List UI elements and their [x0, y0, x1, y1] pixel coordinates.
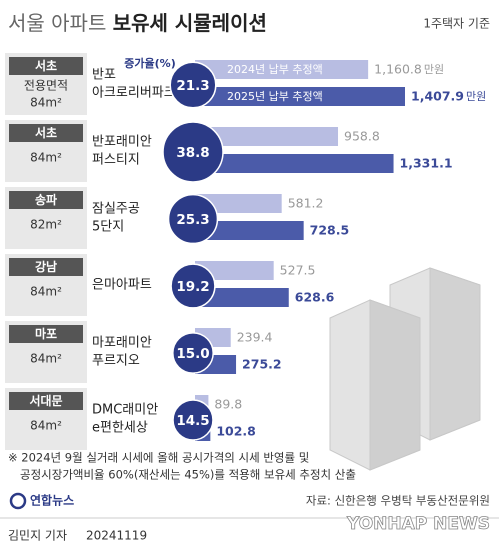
apartment-name: 퍼스티지	[92, 153, 140, 168]
value-label: 527.5	[280, 263, 316, 278]
district: 서초	[35, 58, 57, 73]
apartment-name: 아크로리버파크	[92, 86, 176, 101]
apartment-name: 은마아파트	[92, 278, 152, 293]
footnote: 공정시장가액비율 60%(재산세는 45%)를 적용해 보유세 추정치 산출	[20, 468, 356, 482]
title-bold: 보유세 시뮬레이션	[113, 11, 267, 35]
increase-circle	[167, 193, 219, 245]
value-label: 89.8	[214, 397, 242, 412]
value-label: 239.4	[237, 330, 273, 345]
apartment-name: 반포	[92, 68, 116, 83]
area: 84m²	[30, 419, 62, 433]
value-label: 958.8	[344, 129, 380, 144]
district-tag	[9, 124, 83, 142]
chart-title: 서울 아파트 보유세 시뮬레이션	[8, 11, 267, 35]
bar	[195, 288, 289, 307]
district: 강남	[35, 259, 57, 274]
subtitle: 1주택자 기준	[423, 17, 490, 31]
area: 84m²	[30, 352, 62, 366]
district-tag	[9, 258, 83, 276]
unit: 만원	[466, 90, 486, 103]
title-light: 서울 아파트	[8, 11, 106, 35]
increase-circle	[172, 332, 214, 374]
increase-label: 25.3	[176, 212, 209, 228]
district: 서대문	[29, 393, 62, 408]
footnote: ※ 2024년 9월 실거래 시세에 올해 공시가격의 시세 반영률 및	[8, 451, 309, 465]
increase-circle	[169, 61, 217, 109]
area: 82m²	[30, 218, 62, 232]
value-label: 1,160.8	[374, 62, 422, 77]
value-label: 1,331.1	[400, 156, 453, 171]
district-tag	[9, 325, 83, 343]
value-label: 581.2	[288, 196, 324, 211]
area-label: 전용면적	[24, 79, 68, 93]
district-tag	[9, 191, 83, 209]
source: 자료: 신한은행 우병탁 부동산전문위원	[306, 494, 490, 508]
district: 마포	[35, 326, 57, 341]
value-label: 1,407.9	[411, 89, 464, 104]
series-name: 2024년 납부 추정액	[227, 63, 323, 76]
bar	[195, 221, 304, 240]
bar	[195, 60, 369, 79]
value-label: 728.5	[310, 223, 350, 238]
bar	[195, 194, 282, 213]
bar	[195, 261, 274, 280]
district-tag	[9, 392, 83, 410]
apartment-name: 반포래미안	[92, 135, 152, 150]
apartment-name: DMC래미안	[92, 403, 158, 418]
increase-label: 19.2	[176, 279, 209, 295]
increase-circle	[170, 263, 216, 309]
increase-label: 15.0	[176, 346, 209, 362]
area: 84m²	[30, 96, 62, 110]
value-label: 628.6	[295, 290, 335, 305]
rate-label: 증가율(%)	[124, 56, 175, 70]
area: 84m²	[30, 285, 62, 299]
value-label: 275.2	[242, 357, 282, 372]
area: 84m²	[30, 151, 62, 165]
series-name: 2025년 납부 추정액	[227, 90, 323, 103]
district: 송파	[35, 192, 57, 207]
buildings	[329, 267, 481, 471]
value-label: 102.8	[216, 424, 256, 439]
watermark: YONHAP NEWS	[346, 514, 490, 534]
bar	[195, 127, 339, 146]
increase-label: 14.5	[176, 413, 209, 429]
date: 20241119	[86, 529, 147, 543]
district: 서초	[35, 125, 57, 140]
increase-label: 21.3	[176, 78, 209, 94]
apartment-name: 푸르지오	[92, 354, 140, 369]
increase-label: 38.8	[176, 145, 209, 161]
apartment-name: e편한세상	[92, 421, 148, 436]
apartment-name: 마포래미안	[92, 336, 152, 351]
apartment-name: 잠실주공	[92, 202, 140, 217]
increase-circle	[162, 121, 224, 183]
bar	[195, 154, 394, 173]
logo-icon	[9, 492, 27, 510]
byline: 김민지 기자	[8, 529, 67, 543]
logo: 연합뉴스	[30, 493, 74, 508]
district-tag	[9, 57, 83, 75]
bar	[195, 87, 405, 106]
apartment-name: 5단지	[92, 220, 124, 235]
unit: 만원	[424, 63, 444, 76]
increase-circle	[172, 399, 214, 441]
